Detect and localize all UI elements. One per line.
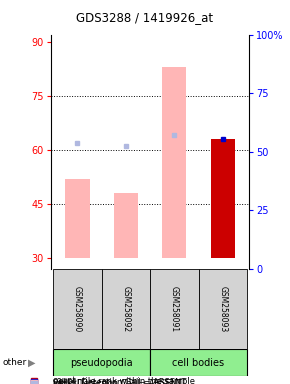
Text: ▶: ▶ (28, 358, 35, 368)
Text: GSM258091: GSM258091 (170, 286, 179, 332)
Text: percentile rank within the sample: percentile rank within the sample (52, 377, 195, 384)
Text: value, Detection Call = ABSENT: value, Detection Call = ABSENT (52, 378, 186, 384)
Bar (65, 179, 90, 258)
Bar (199, 269, 247, 349)
Bar (53, 349, 150, 376)
Text: rank, Detection Call = ABSENT: rank, Detection Call = ABSENT (52, 379, 182, 384)
Bar (150, 269, 199, 349)
Text: GSM258092: GSM258092 (121, 286, 130, 332)
Bar (102, 269, 150, 349)
Bar (150, 349, 247, 376)
Text: GDS3288 / 1419926_at: GDS3288 / 1419926_at (77, 11, 213, 24)
Text: cell bodies: cell bodies (173, 358, 224, 368)
Text: pseudopodia: pseudopodia (70, 358, 133, 368)
Bar (53, 269, 102, 349)
Bar (114, 193, 138, 258)
Text: count: count (52, 376, 76, 384)
Text: GSM258093: GSM258093 (218, 286, 227, 332)
Text: other: other (3, 358, 27, 367)
Bar (211, 139, 235, 258)
Bar (162, 67, 186, 258)
Text: GSM258090: GSM258090 (73, 286, 82, 332)
